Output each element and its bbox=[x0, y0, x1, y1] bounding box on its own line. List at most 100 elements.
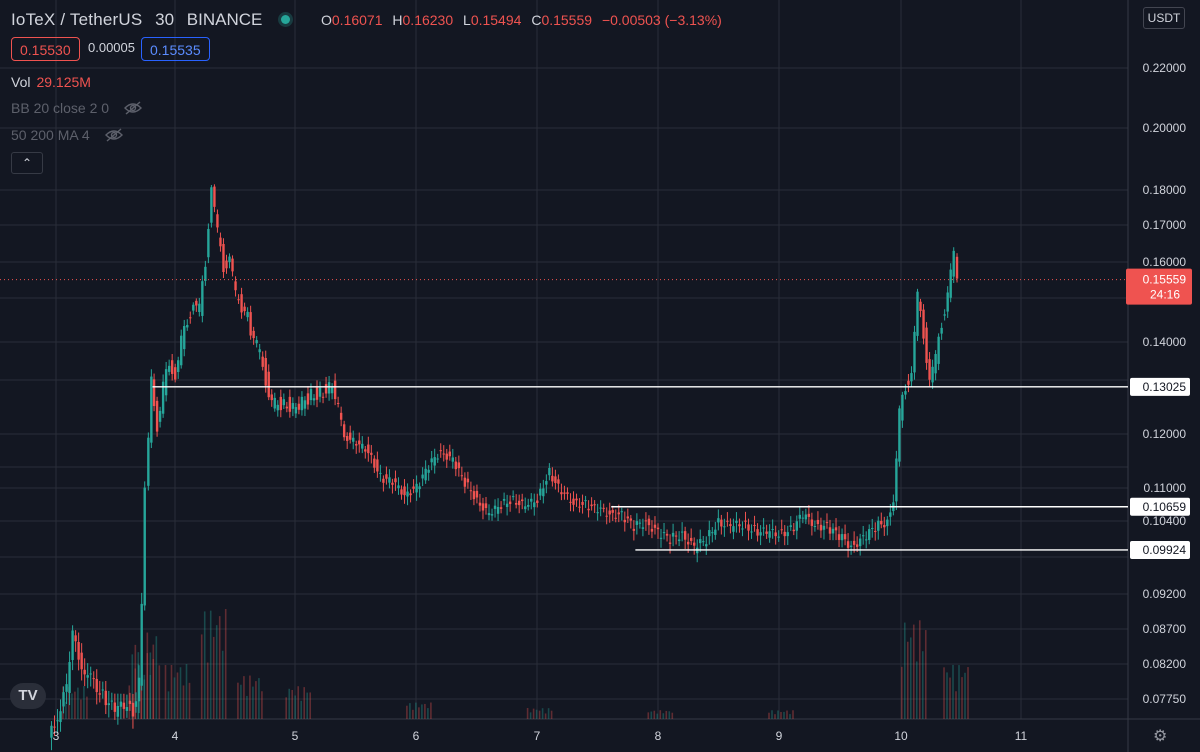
candle-body bbox=[711, 532, 714, 534]
candle-body bbox=[475, 490, 479, 498]
volume-bar bbox=[249, 675, 251, 719]
candle-body bbox=[364, 449, 367, 452]
symbol-name[interactable]: IoTeX / TetherUS bbox=[11, 10, 143, 29]
candle-body bbox=[650, 528, 654, 532]
candle-body bbox=[333, 380, 337, 400]
candle-body bbox=[62, 692, 65, 707]
candle-body bbox=[614, 517, 617, 519]
candle-body bbox=[406, 491, 409, 497]
market-status-icon bbox=[281, 15, 291, 25]
low-value: 0.15494 bbox=[470, 12, 522, 28]
volume-bar bbox=[68, 686, 70, 719]
tradingview-logo[interactable]: TV bbox=[10, 683, 46, 709]
eye-slash-icon[interactable] bbox=[123, 101, 143, 118]
candle-body bbox=[143, 487, 146, 606]
candle-body bbox=[671, 532, 675, 537]
candle-body bbox=[795, 521, 798, 531]
candle-body bbox=[370, 452, 373, 455]
symbol-header[interactable]: IoTeX / TetherUS 30 BINANCE bbox=[11, 10, 298, 30]
candle-body bbox=[554, 476, 557, 484]
volume-bar bbox=[237, 682, 239, 719]
candle-body bbox=[810, 519, 814, 526]
volume-bar bbox=[252, 686, 254, 719]
ma-indicator[interactable]: 50 200 MA 4 bbox=[11, 127, 124, 145]
candle-body bbox=[804, 514, 808, 520]
candle-body bbox=[659, 537, 663, 539]
volume-bar bbox=[786, 710, 788, 719]
candle-body bbox=[611, 510, 614, 513]
candle-body bbox=[349, 432, 352, 440]
candle-body bbox=[436, 458, 439, 460]
candle-body bbox=[327, 382, 331, 394]
candle-body bbox=[352, 437, 355, 442]
volume-bar bbox=[789, 714, 791, 719]
price-tick-label: 0.18000 bbox=[1143, 183, 1187, 197]
volume-bar bbox=[529, 712, 532, 719]
volume-bar bbox=[149, 674, 152, 719]
gear-icon[interactable]: ⚙ bbox=[1153, 728, 1168, 745]
interval[interactable]: 30 bbox=[155, 10, 175, 29]
candle-body bbox=[677, 539, 681, 542]
volume-bar bbox=[206, 662, 209, 719]
candle-body bbox=[388, 477, 391, 483]
volume-bar bbox=[255, 681, 257, 719]
candle-body bbox=[246, 311, 249, 318]
candle-body bbox=[207, 228, 210, 258]
candle-body bbox=[382, 478, 385, 483]
candle-body bbox=[499, 507, 503, 509]
exchange: BINANCE bbox=[186, 10, 263, 29]
candle-body bbox=[113, 702, 117, 712]
candle-body bbox=[89, 673, 92, 675]
volume-bar bbox=[544, 713, 547, 719]
candle-body bbox=[92, 678, 95, 680]
candle-body bbox=[750, 531, 753, 533]
candle-body bbox=[421, 474, 424, 479]
volume-bar bbox=[143, 674, 146, 719]
candle-body bbox=[536, 500, 539, 503]
candle-body bbox=[376, 459, 379, 472]
candle-body bbox=[315, 387, 319, 400]
candle-body bbox=[542, 488, 545, 497]
candle-body bbox=[493, 505, 497, 509]
candle-body bbox=[943, 314, 946, 316]
volume-bar bbox=[291, 689, 293, 719]
time-tick-label: 11 bbox=[1015, 729, 1028, 743]
volume-bar bbox=[671, 712, 674, 719]
bar-countdown-label: 24:16 bbox=[1150, 288, 1180, 302]
candle-body bbox=[916, 291, 919, 336]
sell-price-button[interactable]: 0.15530 bbox=[11, 37, 80, 61]
volume-bar bbox=[74, 691, 76, 719]
candle-body bbox=[656, 527, 660, 530]
candle-body bbox=[345, 436, 349, 441]
candle-body bbox=[937, 336, 940, 364]
volume-bar bbox=[167, 691, 170, 719]
volume-bar bbox=[903, 622, 906, 719]
candle-body bbox=[418, 486, 421, 490]
buy-price-button[interactable]: 0.15535 bbox=[141, 37, 210, 61]
candle-body bbox=[189, 317, 192, 319]
bollinger-indicator[interactable]: BB 20 close 2 0 bbox=[11, 100, 143, 118]
volume-bar bbox=[200, 634, 203, 719]
candle-body bbox=[342, 424, 346, 438]
candle-body bbox=[442, 453, 445, 455]
collapse-legend-button[interactable]: ⌃ bbox=[11, 152, 43, 174]
candle-body bbox=[454, 461, 458, 470]
candle-body bbox=[524, 506, 527, 510]
time-tick-label: 4 bbox=[172, 729, 179, 743]
candle-body bbox=[768, 531, 771, 538]
candle-body bbox=[868, 529, 871, 540]
volume-bar bbox=[149, 652, 152, 719]
candle-body bbox=[481, 503, 485, 511]
volume-bar bbox=[424, 703, 426, 719]
volume-bar bbox=[541, 708, 544, 719]
volume-bar bbox=[668, 711, 671, 719]
candle-body bbox=[689, 537, 693, 541]
eye-slash-icon[interactable] bbox=[104, 128, 124, 145]
volume-bar bbox=[288, 688, 290, 719]
volume-bar bbox=[550, 710, 553, 719]
volume-bar bbox=[406, 705, 408, 719]
candle-body bbox=[170, 360, 174, 374]
currency-button[interactable]: USDT bbox=[1143, 7, 1185, 29]
volume-indicator[interactable]: Vol 29.125M bbox=[11, 74, 91, 90]
